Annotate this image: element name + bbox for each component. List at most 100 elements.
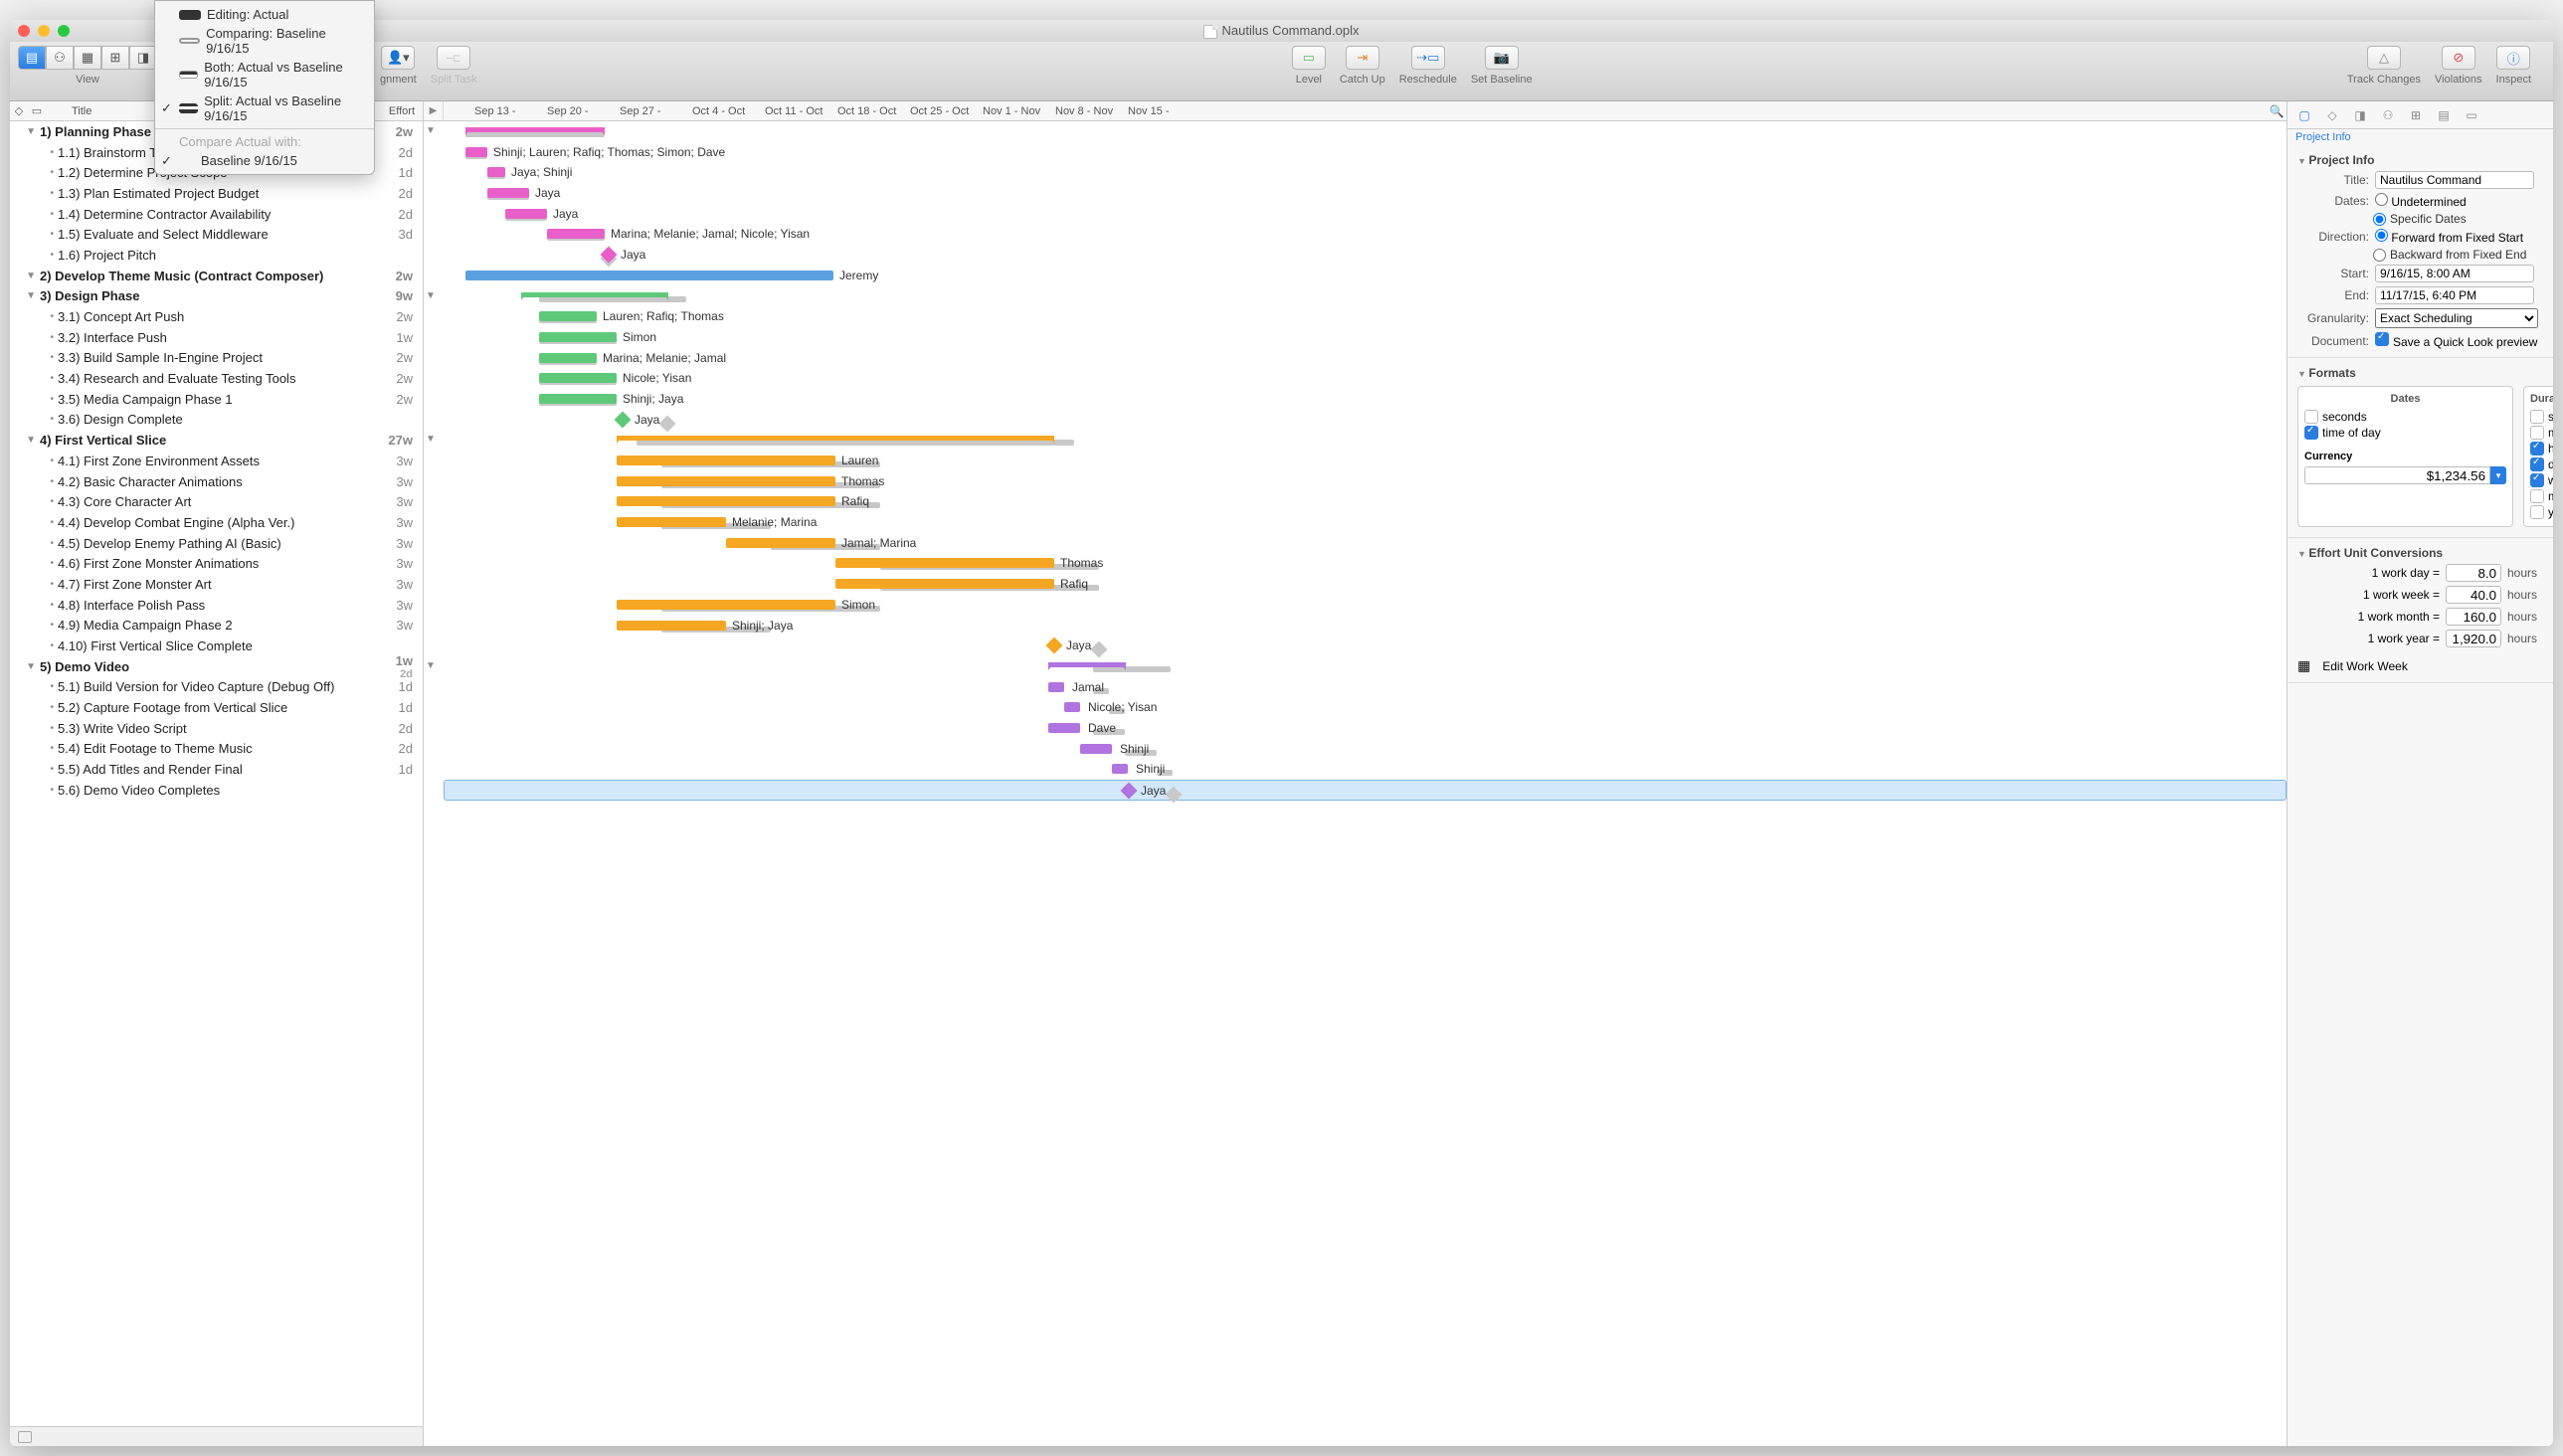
dates-timeofday-chk[interactable] [2304, 426, 2318, 440]
dur-mo-chk[interactable] [2530, 489, 2544, 503]
gantt-row[interactable]: Jaya [444, 183, 2287, 204]
tab-custom-data[interactable]: ⊞ [2405, 105, 2427, 125]
direction-forward-radio[interactable] [2375, 229, 2388, 242]
dropdown-item[interactable]: Split: Actual vs Baseline 9/16/15 [155, 91, 374, 125]
gantt-row[interactable]: Dave [444, 718, 2287, 739]
dur-sec-chk[interactable] [2530, 410, 2544, 424]
outline-row[interactable]: ▼3) Design Phase9w [10, 286, 423, 307]
workday-input[interactable] [2446, 564, 2501, 582]
gantt-row[interactable]: Marina; Melanie; Jamal [444, 348, 2287, 369]
gantt-row[interactable]: Shinji; Jaya [444, 616, 2287, 637]
status-column-icon[interactable]: ◇ [10, 104, 28, 117]
dropdown-item[interactable]: Both: Actual vs Baseline 9/16/15 [155, 58, 374, 91]
dropdown-item[interactable]: Editing: Actual [155, 5, 374, 24]
outline-row[interactable]: •5.6) Demo Video Completes [10, 780, 423, 801]
section-formats[interactable]: Formats [2288, 364, 2553, 382]
gantt-row[interactable]: Rafiq [444, 491, 2287, 512]
compare-baseline-item[interactable]: Baseline 9/16/15 [155, 151, 374, 170]
outline-row[interactable]: •5.5) Add Titles and Render Final1d [10, 759, 423, 780]
project-title-input[interactable] [2375, 171, 2534, 189]
outline-row[interactable]: •1.6) Project Pitch [10, 245, 423, 266]
workmonth-input[interactable] [2446, 608, 2501, 626]
edit-workweek-link[interactable]: Edit Work Week [2322, 659, 2408, 673]
gantt-search-icon[interactable]: 🔍 [2267, 101, 2287, 120]
outline-row[interactable]: •4.4) Develop Combat Engine (Alpha Ver.)… [10, 512, 423, 533]
outline-row[interactable]: •5.4) Edit Footage to Theme Music2d [10, 739, 423, 760]
notes-toggle-icon[interactable] [18, 1431, 32, 1443]
tab-milestones[interactable]: ◇ [2321, 105, 2343, 125]
dur-min-chk[interactable] [2530, 426, 2544, 440]
gantt-row[interactable]: Lauren [444, 451, 2287, 471]
workweek-input[interactable] [2446, 586, 2501, 604]
view-gantt-button[interactable]: ▤ [18, 46, 46, 70]
dur-hr-chk[interactable] [2530, 442, 2544, 455]
notes-column-icon[interactable]: ▭ [28, 104, 46, 117]
gantt-disclosure-header[interactable]: ▶ [424, 101, 444, 120]
dates-specific-radio[interactable] [2373, 213, 2386, 226]
outline-row[interactable]: •3.3) Build Sample In-Engine Project2w [10, 348, 423, 369]
view-styles-button[interactable]: ◨ [129, 46, 157, 70]
quicklook-checkbox[interactable] [2375, 332, 2389, 346]
granularity-select[interactable]: Exact Scheduling [2375, 308, 2538, 328]
gantt-row[interactable]: Simon [444, 595, 2287, 616]
outline-row[interactable]: •4.6) First Zone Monster Animations3w [10, 553, 423, 574]
direction-backward-radio[interactable] [2373, 249, 2386, 262]
gantt-row[interactable]: Thomas [444, 553, 2287, 574]
split-task-button[interactable]: ⎯⊏ [437, 46, 470, 70]
section-conversions[interactable]: Effort Unit Conversions [2288, 544, 2553, 562]
outline-row[interactable]: •4.9) Media Campaign Phase 23w [10, 616, 423, 637]
gantt-row[interactable]: Thomas [444, 471, 2287, 492]
dur-day-chk[interactable] [2530, 457, 2544, 471]
track-button[interactable]: △ [2367, 46, 2401, 70]
gantt-body[interactable]: ▼Shinji; Lauren; Rafiq; Thomas; Simon; D… [444, 121, 2287, 1446]
gantt-row[interactable]: ▼ [444, 656, 2287, 677]
outline-row[interactable]: ▼5) Demo Video1w2d [10, 656, 423, 677]
start-date-input[interactable] [2375, 265, 2534, 282]
level-button[interactable]: ▭ [1292, 46, 1326, 70]
dropdown-item[interactable]: Comparing: Baseline 9/16/15 [155, 24, 374, 58]
outline-row[interactable]: ▼2) Develop Theme Music (Contract Compos… [10, 266, 423, 286]
assignment-button[interactable]: 👤▾ [381, 46, 415, 70]
gantt-row[interactable]: Jaya [444, 780, 2287, 801]
gantt-row[interactable]: Lauren; Rafiq; Thomas [444, 306, 2287, 327]
outline-row[interactable]: •4.2) Basic Character Animations3w [10, 471, 423, 492]
gantt-row[interactable]: Nicole; Yisan [444, 368, 2287, 389]
gantt-row[interactable]: Shinji [444, 739, 2287, 760]
outline-row[interactable]: •4.8) Interface Polish Pass3w [10, 595, 423, 616]
outline-row[interactable]: •1.5) Evaluate and Select Middleware3d [10, 224, 423, 245]
view-resource-button[interactable]: ⚇ [46, 46, 74, 70]
reschedule-button[interactable]: ⇢▭ [1411, 46, 1445, 70]
effort-column[interactable]: Effort [375, 105, 423, 117]
tab-notes[interactable]: ▭ [2461, 105, 2482, 125]
outline-row[interactable]: •4.7) First Zone Monster Art3w [10, 574, 423, 595]
dates-seconds-chk[interactable] [2304, 410, 2318, 424]
outline-row[interactable]: •5.1) Build Version for Video Capture (D… [10, 677, 423, 698]
outline-row[interactable]: •3.6) Design Complete [10, 410, 423, 431]
dur-wk-chk[interactable] [2530, 473, 2544, 487]
section-project-info[interactable]: Project Info [2288, 151, 2553, 169]
tab-attachments[interactable]: ▤ [2433, 105, 2455, 125]
gantt-row[interactable]: Jaya [444, 410, 2287, 431]
view-network-button[interactable]: ⊞ [101, 46, 129, 70]
tab-resources[interactable]: ⚇ [2377, 105, 2399, 125]
gantt-row[interactable]: Marina; Melanie; Jamal; Nicole; Yisan [444, 224, 2287, 245]
outline-row[interactable]: •1.3) Plan Estimated Project Budget2d [10, 183, 423, 204]
outline-row[interactable]: •3.1) Concept Art Push2w [10, 306, 423, 327]
tab-project-info[interactable]: ▢ [2293, 105, 2315, 125]
outline-row[interactable]: •3.4) Research and Evaluate Testing Tool… [10, 368, 423, 389]
gantt-row[interactable]: Jaya [444, 245, 2287, 266]
outline-row[interactable]: •4.1) First Zone Environment Assets3w [10, 451, 423, 471]
gantt-row[interactable]: Shinji; Jaya [444, 389, 2287, 410]
gantt-row[interactable]: Jaya; Shinji [444, 162, 2287, 183]
dur-yr-chk[interactable] [2530, 505, 2544, 519]
gantt-row[interactable]: Shinji; Lauren; Rafiq; Thomas; Simon; Da… [444, 142, 2287, 163]
outline-row[interactable]: •4.3) Core Character Art3w [10, 491, 423, 512]
gantt-row[interactable]: ▼ [444, 121, 2287, 142]
gantt-row[interactable]: Jamal; Marina [444, 533, 2287, 554]
outline-row[interactable]: •5.3) Write Video Script2d [10, 718, 423, 739]
view-calendar-button[interactable]: ▦ [74, 46, 101, 70]
outline-row[interactable]: •3.2) Interface Push1w [10, 327, 423, 348]
workyear-input[interactable] [2446, 630, 2501, 647]
dates-undetermined-radio[interactable] [2375, 193, 2388, 206]
baseline-button[interactable]: 📷 [1485, 46, 1519, 70]
